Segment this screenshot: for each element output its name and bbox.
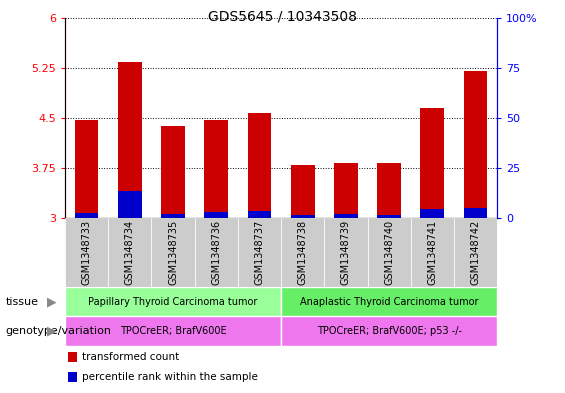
- Text: transformed count: transformed count: [82, 352, 179, 362]
- Bar: [281, 287, 497, 316]
- Text: genotype/variation: genotype/variation: [6, 326, 112, 336]
- Bar: [75, 213, 98, 218]
- Text: Papillary Thyroid Carcinoma tumor: Papillary Thyroid Carcinoma tumor: [88, 297, 258, 307]
- Bar: [247, 211, 271, 218]
- Bar: [377, 163, 401, 218]
- Bar: [281, 218, 324, 287]
- Text: ▶: ▶: [47, 295, 57, 308]
- Bar: [464, 71, 488, 218]
- Bar: [65, 218, 108, 287]
- Text: GSM1348737: GSM1348737: [254, 220, 264, 285]
- Text: TPOCreER; BrafV600E; p53 -/-: TPOCreER; BrafV600E; p53 -/-: [316, 326, 462, 336]
- Bar: [151, 218, 194, 287]
- Bar: [334, 163, 358, 218]
- Bar: [161, 214, 185, 218]
- Bar: [75, 120, 98, 218]
- Text: GSM1348738: GSM1348738: [298, 220, 308, 285]
- Bar: [118, 191, 142, 218]
- Bar: [205, 212, 228, 218]
- Text: GSM1348736: GSM1348736: [211, 220, 221, 285]
- Text: GSM1348740: GSM1348740: [384, 220, 394, 285]
- Bar: [324, 218, 368, 287]
- Bar: [238, 218, 281, 287]
- Text: percentile rank within the sample: percentile rank within the sample: [82, 372, 258, 382]
- Bar: [367, 218, 411, 287]
- Text: GSM1348735: GSM1348735: [168, 220, 178, 285]
- Text: GSM1348741: GSM1348741: [427, 220, 437, 285]
- Bar: [281, 316, 497, 346]
- Text: GSM1348733: GSM1348733: [81, 220, 92, 285]
- Bar: [454, 218, 497, 287]
- Bar: [411, 218, 454, 287]
- Text: GDS5645 / 10343508: GDS5645 / 10343508: [208, 10, 357, 24]
- Bar: [65, 287, 281, 316]
- Bar: [464, 208, 488, 218]
- Bar: [420, 108, 444, 218]
- Bar: [108, 218, 151, 287]
- Text: GSM1348742: GSM1348742: [471, 220, 481, 285]
- Bar: [205, 120, 228, 218]
- Bar: [194, 218, 238, 287]
- Bar: [68, 352, 77, 362]
- Text: ▶: ▶: [47, 325, 57, 338]
- Text: TPOCreER; BrafV600E: TPOCreER; BrafV600E: [120, 326, 227, 336]
- Text: tissue: tissue: [6, 297, 38, 307]
- Text: GSM1348739: GSM1348739: [341, 220, 351, 285]
- Bar: [377, 215, 401, 218]
- Bar: [247, 113, 271, 218]
- Bar: [291, 165, 315, 218]
- Bar: [161, 126, 185, 218]
- Bar: [118, 62, 142, 218]
- Bar: [65, 316, 281, 346]
- Bar: [420, 209, 444, 218]
- Text: Anaplastic Thyroid Carcinoma tumor: Anaplastic Thyroid Carcinoma tumor: [300, 297, 479, 307]
- Bar: [334, 214, 358, 218]
- Bar: [291, 215, 315, 218]
- Text: GSM1348734: GSM1348734: [125, 220, 135, 285]
- Bar: [68, 372, 77, 382]
